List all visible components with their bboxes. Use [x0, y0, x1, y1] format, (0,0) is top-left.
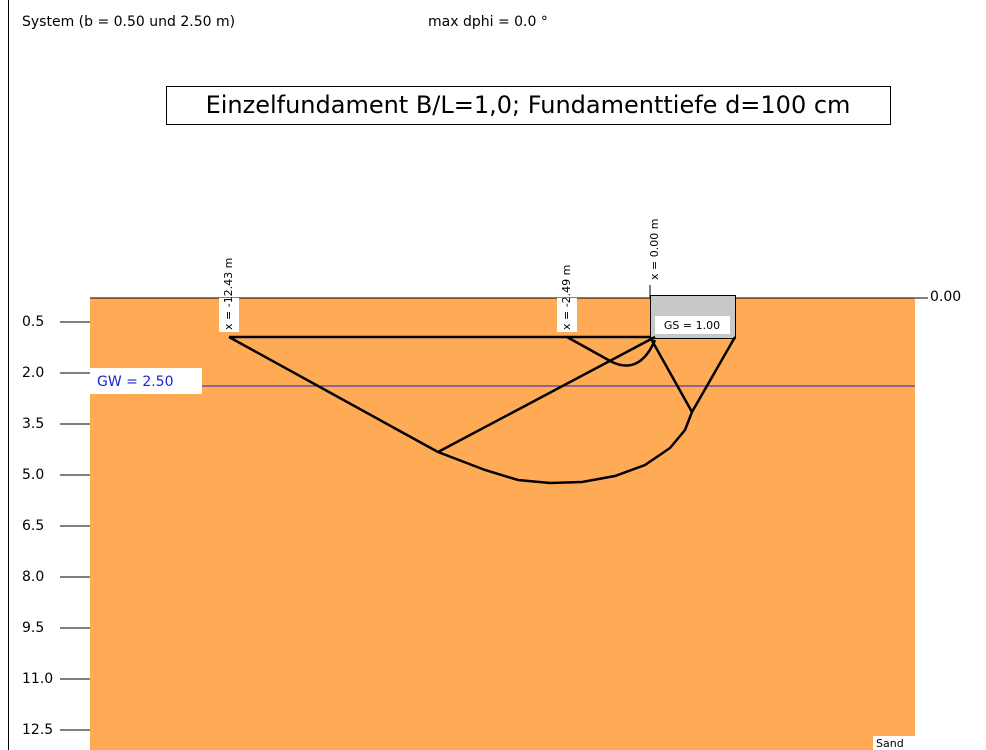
foundation-label-box	[655, 316, 730, 334]
slip-line	[648, 336, 694, 413]
title: Einzelfundament B/L=1,0; Fundamenttiefe …	[206, 91, 851, 119]
x-label: x = 0.00 m	[648, 219, 661, 280]
x-label-box	[557, 298, 577, 332]
groundwater-label: GW = 2.50	[97, 374, 174, 390]
depth-axis: 0.5 2.0 3.5 5.0 6.5 8.0 9.5 11.0 12.5	[22, 314, 90, 738]
slip-spiral	[437, 411, 694, 485]
title-box	[166, 86, 891, 125]
ground-level: 0.00	[930, 289, 961, 305]
x-label: x = -2.49 m	[560, 265, 573, 330]
slip-arc	[611, 339, 657, 367]
depth-label: 6.5	[22, 518, 44, 534]
depth-label: 0.5	[22, 314, 44, 330]
groundwater-box	[90, 368, 202, 394]
dphi-text: max dphi = 0.0 °	[428, 14, 548, 30]
system-text: System (b = 0.50 und 2.50 m)	[22, 14, 235, 30]
depth-label: 3.5	[22, 416, 44, 432]
x-label: x = -12.43 m	[222, 258, 235, 330]
depth-label: 8.0	[22, 569, 44, 585]
failure-mechanism	[228, 335, 737, 485]
slip-line	[228, 335, 439, 454]
depth-label: 11.0	[22, 671, 53, 687]
depth-label: 5.0	[22, 467, 44, 483]
depth-label: 9.5	[22, 620, 44, 636]
slip-line	[690, 336, 737, 413]
soil	[90, 298, 915, 750]
slip-line	[566, 335, 613, 364]
foundation-label: GS = 1.00	[664, 319, 720, 332]
soil-label-box	[873, 736, 915, 750]
soil-label: Sand	[876, 737, 904, 750]
slip-line	[437, 335, 656, 454]
depth-label: 2.0	[22, 365, 44, 381]
depth-label: 12.5	[22, 722, 53, 738]
x-label-box	[219, 298, 239, 332]
